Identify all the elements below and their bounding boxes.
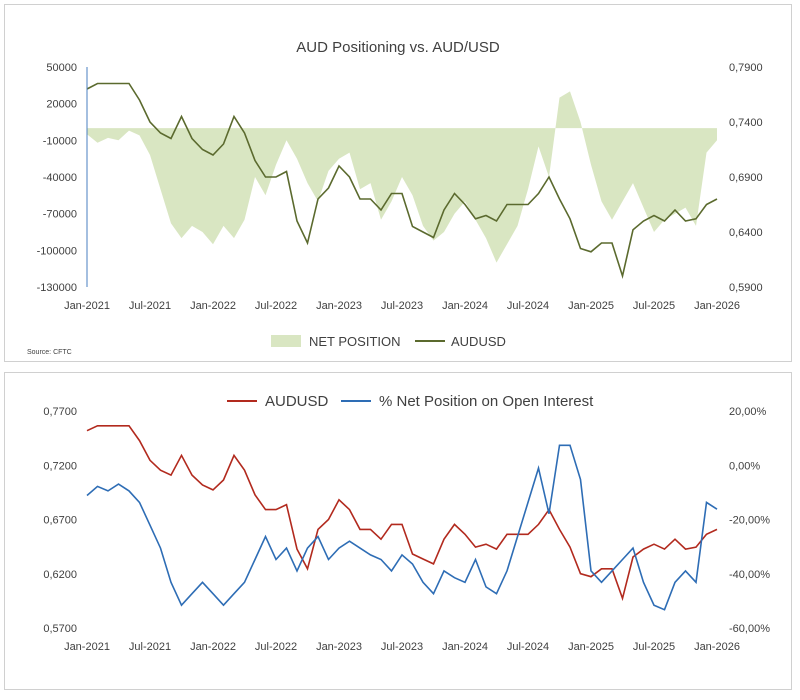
y-left-tick: -100000	[37, 245, 77, 257]
y-right-tick: 0,6900	[729, 172, 763, 184]
x-tick: Jan-2023	[316, 641, 362, 653]
y-left-tick: -130000	[37, 282, 77, 294]
y-left-tick: 50000	[46, 62, 77, 74]
y-left-tick: -40000	[43, 172, 77, 184]
x-tick: Jan-2024	[442, 641, 488, 653]
y-left-tick: 20000	[46, 99, 77, 111]
y-left-tick: -70000	[43, 209, 77, 221]
x-tick: Jul-2022	[255, 641, 297, 653]
chart-title: AUD Positioning vs. AUD/USD	[296, 39, 500, 56]
x-tick: Jul-2021	[129, 300, 171, 312]
legend-label-audusd: AUDUSD	[451, 334, 506, 349]
y-right-tick: 0,6400	[729, 227, 763, 239]
y-left-tick: 0,5700	[43, 623, 77, 635]
x-tick: Jan-2024	[442, 300, 488, 312]
legend-swatch-net-position	[271, 335, 301, 347]
y-right-tick: 20,00%	[729, 406, 767, 418]
legend-label-net-position: NET POSITION	[309, 334, 401, 349]
x-tick: Jul-2024	[507, 641, 549, 653]
positioning-chart: AUD Positioning vs. AUD/USD 50000 20000 -1…	[27, 39, 763, 356]
x-tick: Jan-2023	[316, 300, 362, 312]
net-oi-line	[86, 444, 718, 611]
y-left-tick: 0,6200	[43, 569, 77, 581]
legend: NET POSITION AUDUSD	[271, 334, 506, 349]
chart-panel-positioning: AUD Positioning vs. AUD/USD 50000 20000 -1…	[4, 4, 792, 362]
y-right-tick: 0,00%	[729, 460, 760, 472]
x-tick: Jul-2023	[381, 641, 423, 653]
audusd-line	[86, 82, 718, 280]
y-left-tick: -10000	[43, 135, 77, 147]
x-tick: Jan-2021	[64, 300, 110, 312]
x-tick: Jan-2026	[694, 300, 740, 312]
x-tick: Jan-2022	[190, 300, 236, 312]
x-tick: Jan-2025	[568, 300, 614, 312]
chart-panel-open-interest: AUDUSD % Net Position on Open Interest 0…	[4, 372, 792, 690]
legend: AUDUSD % Net Position on Open Interest	[227, 393, 594, 410]
x-tick: Jan-2022	[190, 641, 236, 653]
x-tick: Jul-2025	[633, 300, 675, 312]
y-right-tick: 0,7400	[729, 117, 763, 129]
y-right-tick: 0,5900	[729, 282, 763, 294]
x-tick: Jul-2022	[255, 300, 297, 312]
audusd-line	[86, 424, 718, 602]
x-tick: Jan-2025	[568, 641, 614, 653]
y-right-tick: -60,00%	[729, 623, 770, 635]
y-right-tick: -40,00%	[729, 569, 770, 581]
y-left-tick: 0,7200	[43, 460, 77, 472]
legend-label-net-oi: % Net Position on Open Interest	[379, 393, 594, 410]
x-tick: Jul-2024	[507, 300, 549, 312]
x-tick: Jul-2023	[381, 300, 423, 312]
x-tick: Jul-2025	[633, 641, 675, 653]
x-tick: Jan-2021	[64, 641, 110, 653]
y-left-tick: 0,6700	[43, 515, 77, 527]
open-interest-chart: AUDUSD % Net Position on Open Interest 0…	[43, 393, 770, 653]
legend-label-audusd: AUDUSD	[265, 393, 329, 410]
y-left-tick: 0,7700	[43, 406, 77, 418]
x-tick: Jan-2026	[694, 641, 740, 653]
x-tick: Jul-2021	[129, 641, 171, 653]
source-note: Source: CFTC	[27, 349, 72, 356]
y-right-tick: -20,00%	[729, 515, 770, 527]
y-right-tick: 0,7900	[729, 62, 763, 74]
